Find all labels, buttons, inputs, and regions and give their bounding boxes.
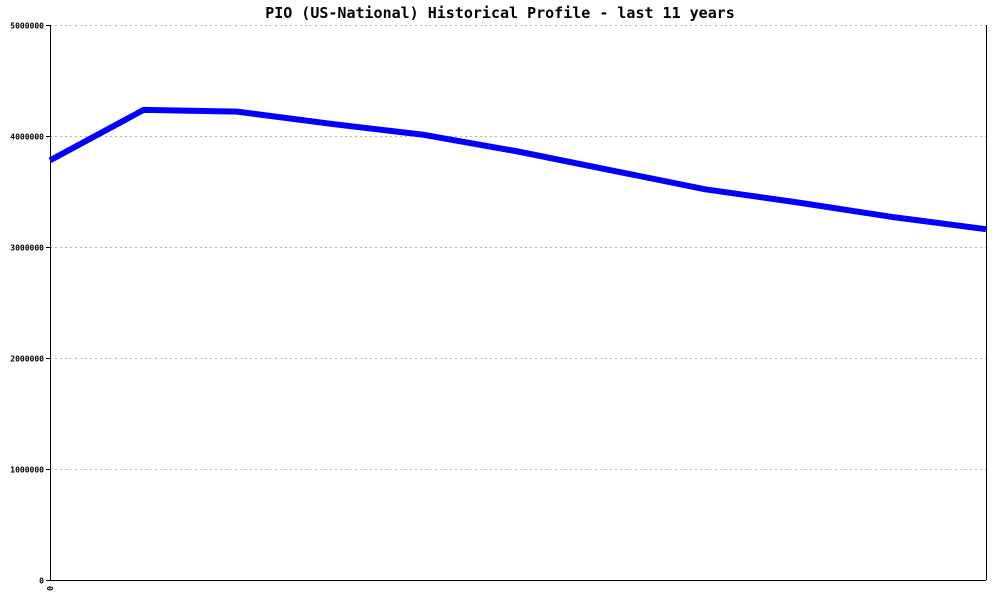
y-tick-label-0: 0 — [39, 577, 44, 586]
x-tick-labels: 0 — [46, 586, 55, 591]
series-line-0 — [48, 106, 987, 233]
y-tick-label-3: 3000000 — [10, 244, 44, 253]
y-tick-label-5: 5000000 — [10, 22, 44, 31]
axes — [50, 25, 987, 581]
x-tick-label-0: 0 — [46, 586, 55, 591]
series — [48, 106, 987, 233]
y-tick-label-4: 4000000 — [10, 133, 44, 142]
y-tick-label-1: 1000000 — [10, 466, 44, 475]
y-tick-label-2: 2000000 — [10, 355, 44, 364]
grid-lines — [50, 25, 986, 470]
chart-title: PIO (US-National) Historical Profile - l… — [265, 4, 735, 22]
y-tick-labels: 0 1000000 2000000 3000000 4000000 5000000 — [10, 22, 50, 586]
